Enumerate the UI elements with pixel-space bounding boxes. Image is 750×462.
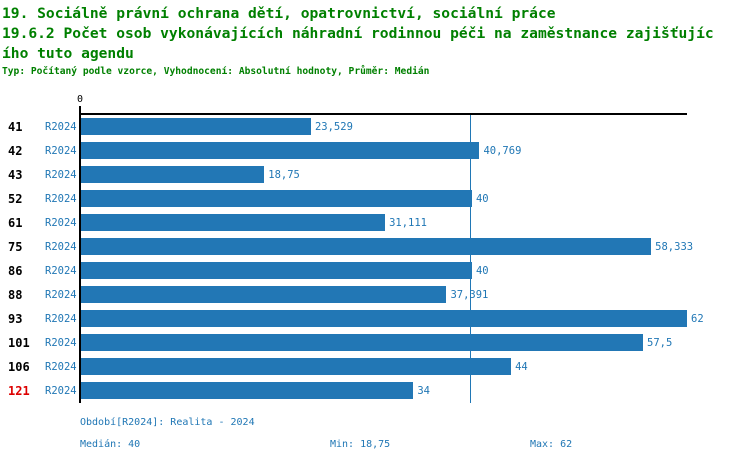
bar-row: 86 R2024 40 [0, 259, 750, 283]
row-period-label: R2024 [45, 361, 77, 373]
period-info: Období[R2024]: Realita - 2024 [80, 417, 255, 428]
bar-row: 41 R2024 23,529 [0, 115, 750, 139]
row-id-label: 88 [8, 288, 23, 302]
report-meta: Typ: Počítaný podle vzorce, Vyhodnocení:… [2, 66, 430, 77]
row-period-label: R2024 [45, 313, 77, 325]
bar-rows: 41 R2024 23,529 42 R2024 40,769 43 R2024… [0, 115, 750, 403]
bar [81, 310, 687, 327]
bar-row: 93 R2024 62 [0, 307, 750, 331]
row-id-label: 121 [8, 384, 30, 398]
bar-row: 75 R2024 58,333 [0, 235, 750, 259]
row-id-label: 61 [8, 216, 23, 230]
row-id-label: 93 [8, 312, 23, 326]
bar-row: 106 R2024 44 [0, 355, 750, 379]
row-period-label: R2024 [45, 145, 77, 157]
report-title-line2: 19.6.2 Počet osob vykonávajících náhradn… [2, 25, 714, 42]
row-period-label: R2024 [45, 121, 77, 133]
bar-row: 42 R2024 40,769 [0, 139, 750, 163]
row-period-label: R2024 [45, 241, 77, 253]
bar-row: 61 R2024 31,111 [0, 211, 750, 235]
bar-row: 52 R2024 40 [0, 187, 750, 211]
report-title-line1: 19. Sociálně právní ochrana dětí, opatro… [2, 5, 556, 22]
bar-row: 121 R2024 34 [0, 379, 750, 403]
row-id-label: 75 [8, 240, 23, 254]
bar [81, 214, 386, 231]
bar-value-label: 58,333 [655, 241, 694, 253]
median-stat: Medián: 40 [80, 439, 141, 450]
bar [81, 262, 472, 279]
row-id-label: 52 [8, 192, 23, 206]
bar-value-label: 40,769 [483, 145, 522, 157]
bar [81, 118, 311, 135]
row-period-label: R2024 [45, 385, 77, 397]
max-stat: Max: 62 [530, 439, 573, 450]
bar-value-label: 18,75 [268, 169, 300, 181]
bar-value-label: 23,529 [314, 121, 353, 133]
bar [81, 190, 472, 207]
row-id-label: 42 [8, 144, 23, 158]
bar [81, 382, 414, 399]
bar [81, 334, 644, 351]
median-reference-line [469, 115, 471, 403]
bar-value-label: 31,111 [389, 217, 428, 229]
row-id-label: 101 [8, 336, 30, 350]
report-title-line3: ího tuto agendu [2, 45, 134, 62]
row-id-label: 86 [8, 264, 23, 278]
y-axis-line [79, 106, 81, 403]
bar-row: 101 R2024 57,5 [0, 331, 750, 355]
row-period-label: R2024 [45, 169, 77, 181]
bar-row: 88 R2024 37,391 [0, 283, 750, 307]
row-period-label: R2024 [45, 289, 77, 301]
row-period-label: R2024 [45, 217, 77, 229]
bar [81, 358, 512, 375]
row-period-label: R2024 [45, 265, 77, 277]
bar-row: 43 R2024 18,75 [0, 163, 750, 187]
min-stat: Min: 18,75 [330, 439, 391, 450]
bar [81, 286, 447, 303]
bar [81, 166, 265, 183]
bar [81, 238, 652, 255]
bar-value-label: 44 [515, 361, 528, 373]
bar-value-label: 40 [475, 265, 489, 277]
bar-value-label: 40 [475, 193, 489, 205]
x-axis-line [79, 113, 687, 115]
bar-chart: 0 41 R2024 23,529 42 R2024 40,769 43 R20… [0, 94, 750, 403]
row-id-label: 43 [8, 168, 23, 182]
row-period-label: R2024 [45, 193, 77, 205]
row-id-label: 41 [8, 120, 23, 134]
bar [81, 142, 480, 159]
bar-value-label: 34 [417, 385, 430, 397]
bar-value-label: 62 [691, 313, 704, 325]
row-period-label: R2024 [45, 337, 77, 349]
bar-value-label: 37,391 [450, 289, 489, 301]
bar-value-label: 57,5 [647, 337, 673, 349]
row-id-label: 106 [8, 360, 30, 374]
x-axis-zero-tick-label: 0 [76, 94, 84, 105]
